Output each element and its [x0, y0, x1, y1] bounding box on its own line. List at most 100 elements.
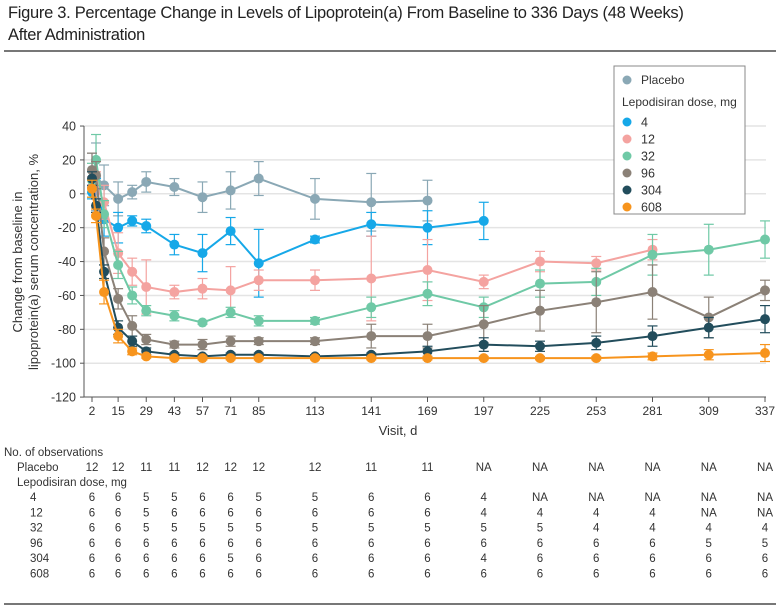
obs-dose-label: 12: [30, 507, 43, 519]
obs-cell: 6: [312, 553, 318, 565]
data-point: [366, 353, 377, 364]
obs-cell: 12: [196, 462, 209, 474]
obs-cell: NA: [645, 492, 661, 504]
legend-marker-placebo: [622, 75, 632, 85]
data-point: [309, 234, 320, 245]
obs-cell: 6: [256, 553, 262, 565]
obs-dose-label: 32: [30, 523, 43, 535]
obs-cell: 6: [171, 538, 177, 550]
data-point: [366, 219, 377, 230]
y-ticks: 40 20 0 -20 -40 -60 -80 -100 -120: [51, 120, 84, 405]
obs-cell: 6: [199, 538, 205, 550]
x-tick-label: 281: [642, 404, 662, 418]
obs-cell: 6: [89, 507, 95, 519]
data-point: [703, 244, 714, 255]
data-point: [422, 353, 433, 364]
legend-label-placebo: Placebo: [641, 73, 685, 87]
data-point: [87, 173, 97, 184]
obs-cell: NA: [588, 492, 604, 504]
x-tick-label: 2: [89, 404, 96, 418]
data-point: [197, 353, 208, 364]
obs-cell: 6: [368, 553, 374, 565]
data-point: [253, 258, 264, 269]
data-point: [366, 331, 377, 342]
obs-cell: 6: [227, 507, 233, 519]
data-point: [422, 265, 433, 276]
data-point: [309, 336, 320, 347]
obs-cell: 6: [706, 569, 712, 581]
obs-cell: NA: [757, 492, 773, 504]
data-point: [253, 173, 264, 184]
obs-cell: 6: [256, 507, 262, 519]
data-point: [225, 307, 236, 318]
y-tick-label: -60: [58, 289, 76, 303]
obs-cell: 6: [368, 492, 374, 504]
data-point: [169, 310, 180, 321]
legend-label: 12: [641, 133, 655, 147]
obs-cell: 6: [593, 553, 599, 565]
x-tick-label: 253: [586, 404, 606, 418]
legend-box: [613, 65, 746, 215]
obs-cell: 6: [424, 507, 430, 519]
y-tick-label: -120: [51, 391, 76, 405]
obs-cell: 6: [593, 538, 599, 550]
data-point: [253, 315, 264, 326]
obs-cell: 4: [649, 507, 656, 519]
obs-dose-header: Lepodisiran dose, mg: [17, 477, 127, 489]
obs-cell: NA: [645, 462, 661, 474]
data-point: [225, 185, 236, 196]
x-tick-label: 337: [755, 404, 775, 418]
x-tick-label: 43: [168, 404, 182, 418]
data-point: [422, 288, 433, 299]
legend-marker: [622, 134, 632, 144]
data-point: [91, 154, 102, 165]
obs-cell: 5: [762, 538, 768, 550]
data-point: [309, 275, 320, 286]
obs-cell: 12: [252, 462, 265, 474]
obs-cell: 6: [115, 523, 121, 535]
legend-label: 32: [641, 150, 655, 164]
obs-cell: 6: [649, 569, 655, 581]
x-tick-label: 197: [474, 404, 494, 418]
obs-cell: 6: [143, 538, 149, 550]
data-point: [422, 195, 433, 206]
obs-cell: 5: [537, 523, 543, 535]
title-divider: [4, 50, 776, 52]
data-point: [127, 336, 138, 347]
y-tick-label: -100: [51, 357, 76, 371]
y-axis-label-line1: Change from baseline in: [10, 192, 25, 333]
obs-cell: 6: [143, 553, 149, 565]
obs-cell: 6: [762, 553, 768, 565]
obs-cell: 5: [143, 523, 149, 535]
legend-label: 96: [641, 167, 655, 181]
data-point: [366, 197, 377, 208]
obs-cell: 6: [227, 538, 233, 550]
obs-cell: NA: [701, 462, 717, 474]
obs-cell: 6: [481, 538, 487, 550]
x-tick-label: 141: [361, 404, 381, 418]
obs-cell: 6: [171, 553, 177, 565]
data-point: [309, 353, 320, 364]
obs-cell: 5: [706, 538, 712, 550]
data-point: [422, 331, 433, 342]
obs-cell: 5: [171, 492, 177, 504]
legend-marker: [622, 185, 632, 195]
obs-cell: NA: [757, 462, 773, 474]
series-608: [87, 179, 771, 364]
obs-header: No. of observations: [4, 447, 103, 459]
obs-cell: 12: [309, 462, 322, 474]
x-tick-label: 225: [530, 404, 550, 418]
obs-cell: 5: [227, 553, 233, 565]
obs-cell: 6: [481, 569, 487, 581]
obs-cell: 4: [481, 553, 488, 565]
data-point: [127, 215, 138, 226]
data-point: [535, 341, 546, 352]
obs-cell: 6: [424, 492, 430, 504]
obs-cell: 4: [762, 523, 769, 535]
data-point: [535, 353, 546, 364]
obs-cell: 6: [115, 553, 121, 565]
obs-cell: 11: [422, 462, 434, 474]
data-point: [141, 351, 152, 362]
obs-cell: NA: [588, 462, 604, 474]
data-point: [127, 266, 138, 277]
